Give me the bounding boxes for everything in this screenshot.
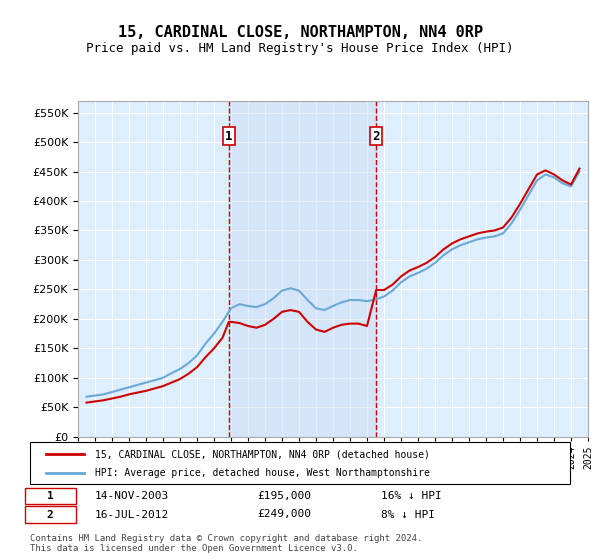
Text: HPI: Average price, detached house, West Northamptonshire: HPI: Average price, detached house, West… [95,468,430,478]
FancyBboxPatch shape [30,442,570,484]
Text: 2: 2 [47,510,53,520]
Text: £249,000: £249,000 [257,510,311,520]
Text: Price paid vs. HM Land Registry's House Price Index (HPI): Price paid vs. HM Land Registry's House … [86,42,514,55]
Text: 8% ↓ HPI: 8% ↓ HPI [381,510,435,520]
Text: 15, CARDINAL CLOSE, NORTHAMPTON, NN4 0RP: 15, CARDINAL CLOSE, NORTHAMPTON, NN4 0RP [118,25,482,40]
FancyBboxPatch shape [25,488,76,505]
Text: 15, CARDINAL CLOSE, NORTHAMPTON, NN4 0RP (detached house): 15, CARDINAL CLOSE, NORTHAMPTON, NN4 0RP… [95,449,430,459]
Text: 1: 1 [225,130,233,143]
Bar [229,101,376,437]
Text: 14-NOV-2003: 14-NOV-2003 [95,491,169,501]
Text: 16% ↓ HPI: 16% ↓ HPI [381,491,442,501]
Text: 1: 1 [47,491,53,501]
FancyBboxPatch shape [25,506,76,522]
Text: £195,000: £195,000 [257,491,311,501]
Text: 2: 2 [373,130,380,143]
Text: 16-JUL-2012: 16-JUL-2012 [95,510,169,520]
Text: Contains HM Land Registry data © Crown copyright and database right 2024.
This d: Contains HM Land Registry data © Crown c… [30,534,422,553]
